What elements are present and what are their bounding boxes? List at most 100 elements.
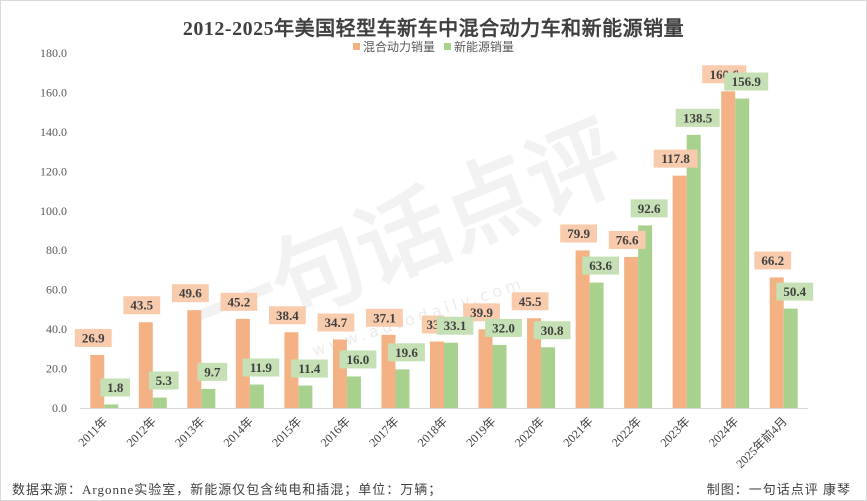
y-tick-label: 120.0 bbox=[40, 164, 67, 178]
data-label-hybrid: 117.8 bbox=[653, 149, 698, 168]
data-label-bg bbox=[149, 371, 179, 390]
data-label-bg bbox=[339, 350, 377, 369]
data-label-bg bbox=[560, 224, 597, 243]
x-axis: 2011年 2012年 2013年 2014年 2015年 2016年 2017年 2018年… bbox=[75, 408, 808, 471]
x-tick-label: 2016年 bbox=[318, 414, 353, 449]
data-label-text: 50.4 bbox=[783, 284, 806, 299]
data-label-text: 34.7 bbox=[325, 315, 348, 330]
bar-nev bbox=[541, 347, 556, 408]
data-label-bg bbox=[74, 328, 112, 347]
data-label-bg bbox=[724, 72, 769, 91]
data-label-bg bbox=[511, 292, 549, 311]
bar-hybrid bbox=[769, 277, 784, 408]
data-label-text: 1.8 bbox=[107, 380, 124, 395]
bar-hybrid bbox=[672, 175, 687, 408]
y-tick-label: 40.0 bbox=[46, 322, 67, 336]
data-label-hybrid: 38.4 bbox=[269, 306, 306, 325]
data-label-text: 117.8 bbox=[661, 151, 690, 166]
legend-label-hybrid: 混合动力销量 bbox=[362, 40, 435, 54]
credit-note: 制图：一句话点评 康琴 bbox=[706, 482, 851, 497]
bar-nev bbox=[638, 225, 653, 408]
legend-swatch-nev bbox=[444, 43, 451, 50]
data-label-text: 63.6 bbox=[589, 258, 612, 273]
data-label-nev: 11.4 bbox=[291, 359, 328, 378]
data-label-text: 66.2 bbox=[761, 253, 784, 268]
x-tick-label: 2022年 bbox=[609, 414, 644, 449]
data-label-text: 32.0 bbox=[492, 320, 515, 335]
data-label-bg bbox=[242, 358, 280, 377]
data-label-nev: 63.6 bbox=[582, 256, 619, 275]
data-label-nev: 9.7 bbox=[197, 362, 228, 381]
bars bbox=[90, 91, 798, 408]
legend-label-nev: 新能源销量 bbox=[454, 40, 515, 54]
data-label-hybrid: 26.9 bbox=[74, 328, 112, 347]
x-tick-label: 2017年 bbox=[366, 414, 401, 449]
data-label-bg bbox=[754, 251, 792, 270]
y-axis: 0.0 20.0 40.0 60.0 80.0 100.0 120.0 140.0 160.0 1… bbox=[40, 46, 67, 415]
y-tick-label: 100.0 bbox=[40, 204, 67, 218]
data-label-bg bbox=[317, 313, 355, 332]
x-tick-label: 2013年 bbox=[172, 414, 207, 449]
bar-hybrid bbox=[721, 91, 736, 408]
data-label-text: 26.9 bbox=[82, 330, 105, 345]
data-label-bg bbox=[171, 284, 209, 303]
data-label-text: 49.6 bbox=[179, 286, 202, 301]
bar-nev bbox=[395, 369, 410, 408]
data-label-text: 11.9 bbox=[250, 360, 273, 375]
data-label-nev: 50.4 bbox=[776, 282, 814, 301]
data-label-text: 5.3 bbox=[156, 373, 173, 388]
data-label-bg bbox=[123, 296, 161, 315]
data-label-nev: 33.1 bbox=[436, 316, 474, 335]
bar-nev bbox=[298, 385, 313, 408]
data-label-text: 45.2 bbox=[227, 294, 250, 309]
chart-title: 2012-2025年美国轻型车新车中混合动力车和新能源销量 bbox=[182, 18, 685, 40]
data-label-nev: 32.0 bbox=[485, 318, 522, 337]
x-tick-label: 2025年前4月 bbox=[733, 414, 790, 471]
x-tick-label: 2023年 bbox=[657, 414, 692, 449]
x-tick-label: 2012年 bbox=[124, 414, 159, 449]
x-tick-label: 2024年 bbox=[706, 414, 741, 449]
data-label-nev: 30.8 bbox=[533, 321, 571, 340]
bar-hybrid bbox=[624, 256, 639, 408]
x-tick-label: 2019年 bbox=[463, 414, 498, 449]
bar-hybrid bbox=[430, 341, 444, 408]
data-label-nev: 156.9 bbox=[724, 72, 769, 91]
data-label-hybrid: 79.9 bbox=[560, 224, 597, 243]
data-label-bg bbox=[675, 108, 720, 127]
data-label-hybrid: 43.5 bbox=[123, 296, 161, 315]
bar-nev bbox=[201, 388, 216, 408]
y-tick-label: 20.0 bbox=[46, 362, 67, 376]
data-label-nev: 1.8 bbox=[100, 378, 131, 397]
data-label-nev: 16.0 bbox=[339, 350, 377, 369]
data-label-bg bbox=[533, 321, 571, 340]
data-label-bg bbox=[197, 362, 228, 381]
data-label-nev: 11.9 bbox=[242, 358, 280, 377]
data-label-bg bbox=[608, 230, 646, 249]
data-label-nev: 5.3 bbox=[149, 371, 179, 390]
bar-nev bbox=[444, 342, 458, 408]
data-label-bg bbox=[436, 316, 474, 335]
data-label-text: 38.4 bbox=[276, 308, 299, 323]
source-note: 数据来源：Argonne实验室，新能源仅包含纯电和插混；单位：万辆； bbox=[12, 482, 443, 497]
bar-hybrid bbox=[527, 318, 542, 408]
data-label-nev: 138.5 bbox=[675, 108, 720, 127]
x-tick-label: 2015年 bbox=[269, 414, 304, 449]
y-tick-label: 160.0 bbox=[40, 85, 67, 99]
data-label-text: 9.7 bbox=[204, 364, 221, 379]
y-tick-label: 140.0 bbox=[40, 125, 67, 139]
data-label-bg bbox=[630, 199, 668, 218]
bar-nev bbox=[346, 376, 361, 408]
y-tick-label: 80.0 bbox=[46, 243, 67, 257]
y-tick-label: 60.0 bbox=[46, 283, 67, 297]
data-label-text: 16.0 bbox=[347, 352, 370, 367]
data-label-text: 76.6 bbox=[616, 232, 639, 247]
bar-hybrid bbox=[478, 329, 493, 408]
bar-nev bbox=[783, 308, 798, 408]
legend: 混合动力销量 新能源销量 bbox=[0, 38, 867, 55]
data-label-text: 11.4 bbox=[298, 361, 321, 376]
bar-nev bbox=[589, 282, 604, 408]
bar-nev bbox=[104, 404, 119, 408]
data-label-bg bbox=[269, 306, 306, 325]
data-label-text: 19.6 bbox=[395, 345, 418, 360]
